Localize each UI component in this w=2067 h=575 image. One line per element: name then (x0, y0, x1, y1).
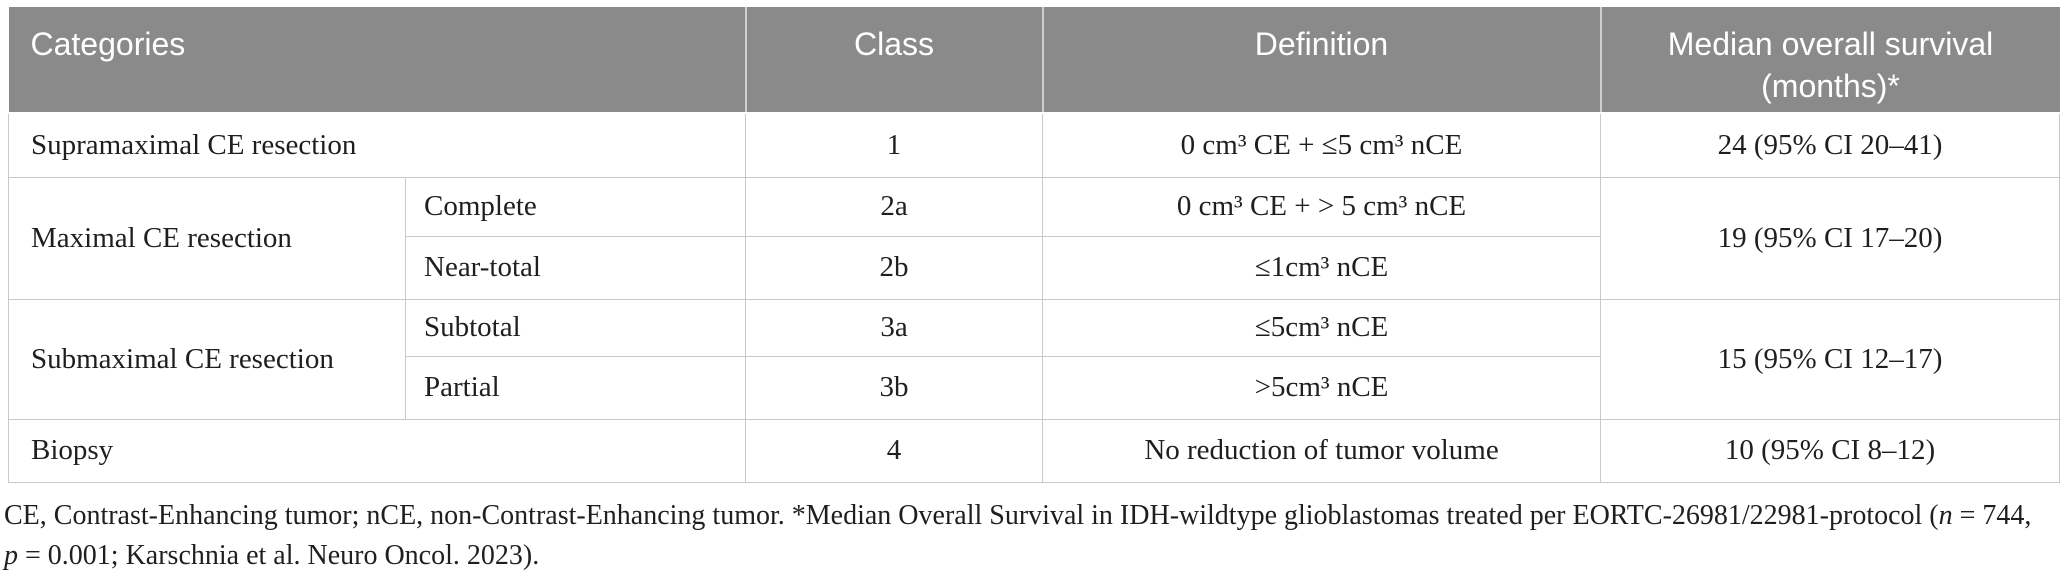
cell-submaximal-subtotal-label: Subtotal (405, 298, 746, 357)
table-row-maximal-complete: Maximal CE resection Complete 2a 0 cm³ C… (8, 176, 2060, 300)
cell-supramaximal-category: Supramaximal CE resection (8, 112, 746, 178)
cell-maximal-complete-class: 2a (745, 176, 1043, 237)
resection-classification-table: Categories Class Definition Median overa… (8, 7, 2060, 483)
cell-biopsy-category: Biopsy (8, 418, 746, 483)
cell-submaximal-partial-definition: >5cm³ nCE (1042, 355, 1601, 420)
cell-supramaximal-definition: 0 cm³ CE + ≤5 cm³ nCE (1042, 112, 1601, 178)
col-header-survival: Median overall survival (months)* (1599, 7, 2060, 114)
footnote-abbreviations-text: CE, Contrast-Enhancing tumor; nCE, non-C… (4, 499, 1939, 531)
footnote-line-2: p = 0.001; Karschnia et al. Neuro Oncol.… (4, 536, 2059, 575)
cell-maximal-neartotal-label: Near-total (405, 235, 746, 300)
cell-submaximal-partial-label: Partial (405, 355, 746, 420)
cell-submaximal-survival: 15 (95% CI 12–17) (1600, 298, 2060, 420)
table-row-maximal-neartotal: Near-total 2b ≤1cm³ nCE (9, 235, 2060, 300)
col-header-class: Class (744, 7, 1043, 114)
col-header-categories: Categories (8, 7, 746, 114)
cell-maximal-neartotal-definition: ≤1cm³ nCE (1042, 235, 1601, 300)
footnote-citation-text: = 0.001; Karschnia et al. Neuro Oncol. 2… (18, 539, 540, 571)
cell-maximal-survival: 19 (95% CI 17–20) (1600, 176, 2060, 300)
table-header: Categories Class Definition Median overa… (8, 7, 2060, 114)
table-footnote: CE, Contrast-Enhancing tumor; nCE, non-C… (0, 483, 2067, 575)
footnote-p-symbol: p (4, 539, 18, 571)
cell-submaximal-subtotal-definition: ≤5cm³ nCE (1042, 298, 1601, 357)
footnote-line-1: CE, Contrast-Enhancing tumor; nCE, non-C… (4, 496, 2059, 536)
table-body: Supramaximal CE resection 1 0 cm³ CE + ≤… (8, 112, 2060, 483)
footnote-n-value: = 744, (1952, 499, 2032, 531)
footnote-n-symbol: n (1938, 499, 1953, 531)
cell-biopsy-definition: No reduction of tumor volume (1042, 418, 1601, 483)
cell-supramaximal-survival: 24 (95% CI 20–41) (1600, 112, 2060, 178)
header-row: Categories Class Definition Median overa… (8, 7, 2060, 114)
cell-submaximal-subtotal-class: 3a (745, 298, 1043, 357)
table-row-submaximal-partial: Partial 3b >5cm³ nCE (9, 355, 2060, 420)
cell-supramaximal-class: 1 (745, 112, 1043, 178)
table-row-submaximal-subtotal: Submaximal CE resection Subtotal 3a ≤5cm… (8, 298, 2060, 420)
table-row-supramaximal: Supramaximal CE resection 1 0 cm³ CE + ≤… (8, 112, 2060, 178)
cell-submaximal-partial-class: 3b (745, 355, 1043, 420)
col-header-definition: Definition (1041, 7, 1601, 114)
cell-maximal-complete-label: Complete (405, 176, 746, 237)
cell-biopsy-class: 4 (745, 418, 1043, 483)
cell-biopsy-survival: 10 (95% CI 8–12) (1600, 418, 2060, 483)
table-container: Categories Class Definition Median overa… (8, 7, 2060, 483)
cell-maximal-neartotal-class: 2b (745, 235, 1043, 300)
table-row-biopsy: Biopsy 4 No reduction of tumor volume 10… (8, 418, 2060, 483)
cell-submaximal-category: Submaximal CE resection (8, 298, 406, 420)
cell-maximal-complete-definition: 0 cm³ CE + > 5 cm³ nCE (1042, 176, 1601, 237)
cell-maximal-category: Maximal CE resection (8, 176, 406, 300)
